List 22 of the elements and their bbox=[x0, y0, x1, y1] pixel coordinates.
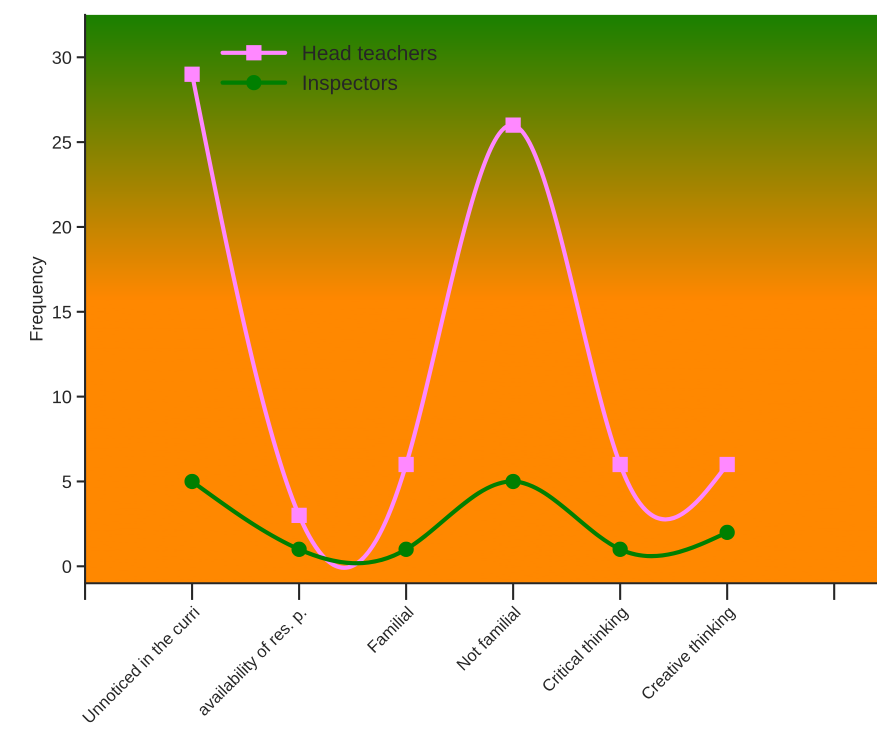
y-tick-label: 25 bbox=[52, 136, 72, 149]
y-tick-label: 5 bbox=[62, 476, 72, 488]
point bbox=[506, 118, 521, 133]
point bbox=[720, 456, 735, 472]
point bbox=[184, 474, 200, 490]
point bbox=[506, 474, 521, 490]
y-tick-label: 20 bbox=[52, 220, 72, 234]
point bbox=[612, 456, 628, 472]
point bbox=[184, 66, 200, 82]
y-tick-label: 15 bbox=[53, 306, 72, 319]
legend-label: Inspectors bbox=[304, 76, 398, 94]
point bbox=[720, 524, 735, 540]
y-axis-title: Frequency bbox=[30, 256, 46, 340]
y-tick-label: 0 bbox=[62, 560, 72, 574]
point bbox=[398, 456, 414, 472]
y-tick-label: 10 bbox=[53, 390, 72, 404]
point bbox=[612, 542, 628, 557]
point bbox=[291, 508, 307, 524]
point bbox=[291, 542, 307, 557]
y-tick-label: 30 bbox=[52, 51, 72, 64]
legend-label: Head teachers bbox=[303, 44, 437, 60]
point bbox=[398, 542, 414, 557]
